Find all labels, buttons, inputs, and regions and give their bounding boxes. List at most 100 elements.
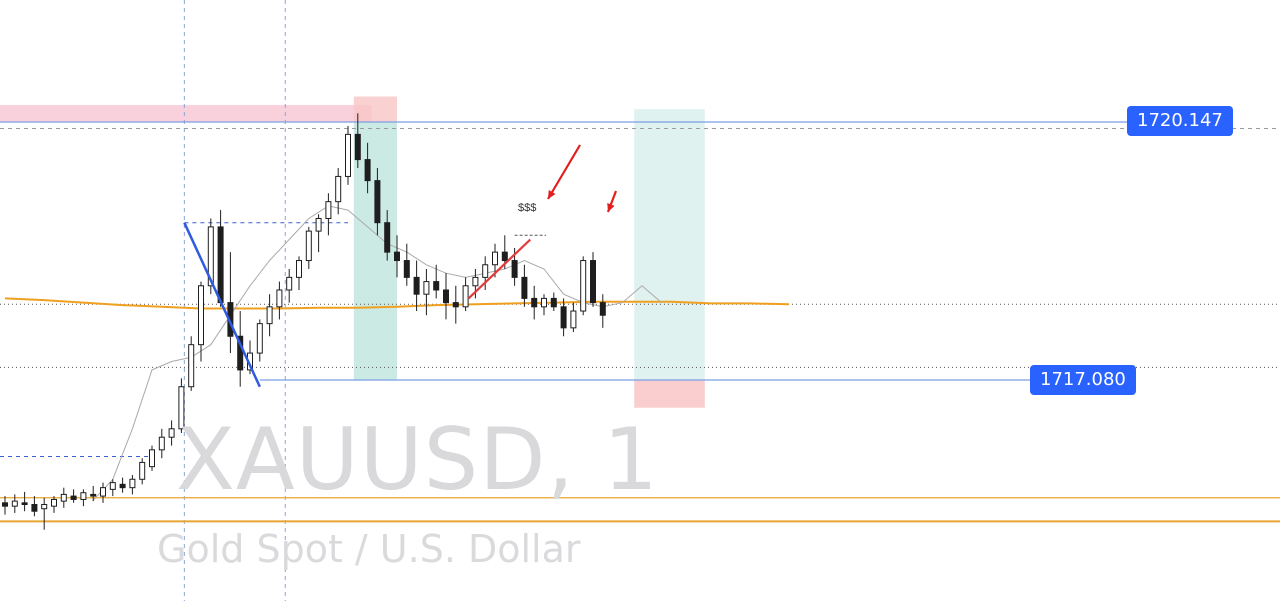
candle-32: [315, 214, 322, 253]
candle-0: [2, 496, 8, 515]
candle-body-6: [60, 493, 67, 502]
candle-body-39: [384, 222, 391, 253]
candle-body-34: [335, 175, 342, 203]
candle-43: [423, 268, 430, 316]
candle-body-49: [482, 264, 489, 278]
candle-body-20: [198, 285, 204, 346]
candle-10: [100, 482, 106, 503]
candle-33: [325, 193, 332, 236]
candle-body-42: [413, 276, 420, 295]
candle-18: [178, 378, 185, 433]
candle-body-35: [345, 133, 351, 177]
candle-36: [354, 113, 361, 169]
candle-body-26: [256, 323, 263, 354]
candle-24: [237, 311, 244, 387]
candle-body-19: [188, 344, 195, 388]
candle-55: [541, 294, 547, 316]
candle-31: [305, 226, 312, 269]
candle-body-47: [462, 285, 469, 308]
slow-moving-average: [4, 297, 790, 310]
candle-7: [70, 489, 77, 503]
candle-body-5: [51, 498, 57, 507]
candle-body-3: [31, 503, 38, 512]
liquidity-label: $$$: [518, 202, 536, 214]
candle-body-60: [590, 260, 596, 304]
price-tag-lower[interactable]: 1717.080: [1030, 365, 1136, 395]
candle-body-50: [492, 251, 498, 266]
candle-body-55: [541, 297, 547, 308]
candle-19: [188, 336, 195, 391]
candle-49: [482, 256, 489, 290]
candle-40: [394, 235, 400, 278]
candle-body-46: [452, 302, 459, 308]
candle-13: [129, 475, 136, 495]
stop-zone-right: [634, 380, 705, 408]
candle-61: [599, 294, 606, 328]
candle-42: [413, 260, 420, 312]
candle-body-48: [472, 276, 479, 287]
candle-6: [60, 487, 67, 508]
candle-body-41: [403, 260, 410, 278]
candle-1: [11, 494, 18, 513]
candle-body-38: [374, 180, 381, 224]
candle-11: [109, 479, 116, 497]
candle-47: [462, 277, 469, 312]
candle-body-16: [158, 436, 165, 451]
candle-28: [276, 281, 283, 320]
candle-body-52: [511, 260, 518, 278]
candle-29: [286, 268, 293, 303]
candle-body-12: [119, 483, 126, 489]
zones-layer: [0, 96, 705, 408]
candle-body-44: [433, 281, 440, 291]
candle-54: [531, 285, 538, 320]
candle-46: [452, 285, 459, 324]
candle-body-0: [2, 502, 8, 507]
candle-body-8: [80, 492, 87, 500]
drawings-layer: [183, 144, 618, 388]
candle-3: [31, 496, 38, 517]
candle-48: [472, 268, 479, 299]
price-tag-upper[interactable]: 1720.147: [1127, 106, 1233, 136]
candle-5: [51, 496, 57, 513]
target-zone-left: [353, 122, 397, 380]
candle-body-10: [100, 487, 106, 497]
candle-58: [570, 302, 577, 333]
candle-16: [158, 428, 165, 459]
candle-14: [139, 458, 146, 485]
candle-body-40: [394, 251, 400, 262]
candle-53: [521, 264, 528, 307]
candle-body-15: [149, 449, 155, 468]
stop-zone-left: [353, 96, 397, 122]
candle-body-59: [580, 260, 587, 312]
red-arrow-left: [547, 144, 581, 200]
candle-9: [90, 485, 97, 502]
candle-body-29: [286, 276, 293, 291]
candle-body-61: [599, 302, 606, 316]
candle-59: [580, 256, 587, 316]
red-arrow-right-head: [607, 203, 615, 212]
candle-body-22: [217, 226, 224, 304]
candle-body-27: [266, 306, 273, 325]
candle-body-37: [364, 159, 371, 182]
candle-body-14: [139, 461, 146, 480]
candle-23: [227, 252, 234, 354]
candle-body-11: [109, 482, 116, 490]
candle-body-31: [305, 230, 312, 262]
candle-27: [266, 294, 273, 337]
candle-body-4: [41, 503, 48, 510]
candle-57: [560, 298, 567, 337]
candle-body-21: [207, 226, 214, 287]
red-arrow-right: [606, 190, 618, 213]
candle-body-7: [70, 495, 77, 500]
candle-body-9: [90, 493, 97, 497]
candle-8: [80, 489, 87, 507]
candle-44: [433, 264, 440, 299]
candle-body-56: [550, 297, 557, 308]
candle-body-53: [521, 276, 528, 299]
candle-35: [345, 125, 351, 185]
target-zone-right: [634, 109, 705, 380]
candle-body-24: [237, 335, 244, 371]
